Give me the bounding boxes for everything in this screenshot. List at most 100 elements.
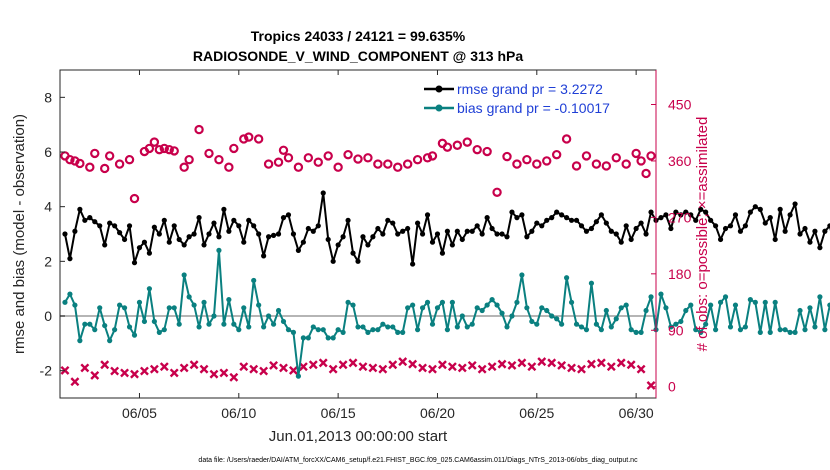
- bias-point: [156, 329, 162, 335]
- bias-point: [578, 324, 585, 330]
- rmse-point: [201, 242, 207, 248]
- bias-point: [688, 302, 694, 308]
- rmse-point: [385, 217, 391, 223]
- rmse-point: [638, 220, 644, 226]
- bias-point: [424, 299, 431, 305]
- bias-point: [658, 291, 664, 297]
- rmse-point: [82, 217, 88, 223]
- bias-point: [355, 324, 361, 330]
- bias-point: [464, 324, 470, 330]
- bias-point: [588, 280, 595, 286]
- rmse-point: [266, 234, 272, 240]
- bias-point: [638, 329, 644, 335]
- rmse-point: [534, 220, 540, 226]
- assimilated-obs-point: [437, 360, 447, 370]
- bias-point: [737, 327, 744, 333]
- possible-obs-point: [303, 153, 314, 163]
- assimilated-obs-point: [368, 363, 378, 373]
- possible-obs-point: [229, 143, 239, 154]
- assimilated-obs-point: [467, 360, 477, 370]
- rmse-point: [275, 231, 282, 237]
- bias-point: [415, 327, 421, 333]
- left-y-tick-label: 6: [44, 144, 52, 160]
- possible-obs-point: [149, 137, 160, 147]
- possible-obs-point: [129, 193, 140, 204]
- rmse-point: [77, 206, 83, 212]
- rmse-point: [325, 236, 331, 243]
- possible-obs-point: [224, 162, 234, 172]
- rmse-point: [395, 231, 401, 237]
- possible-obs-point: [383, 159, 393, 169]
- bias-point: [797, 307, 803, 314]
- bias-point: [524, 305, 530, 311]
- bias-point: [280, 318, 287, 325]
- possible-obs-point: [581, 151, 592, 161]
- rmse-point: [216, 234, 222, 240]
- rmse-point: [752, 204, 758, 210]
- rmse-point: [211, 220, 217, 226]
- possible-obs-point: [104, 151, 115, 161]
- rmse-point: [375, 225, 381, 232]
- possible-obs-point: [214, 154, 224, 165]
- legend-rmse-label: rmse grand pr = 3.2272: [457, 81, 603, 97]
- rmse-point: [459, 236, 465, 243]
- bias-point: [295, 373, 301, 379]
- rmse-point: [688, 212, 694, 218]
- rmse-point: [320, 190, 326, 196]
- rmse-point: [335, 242, 341, 248]
- rmse-point: [827, 223, 830, 229]
- rmse-point: [469, 228, 475, 234]
- rmse-point: [196, 215, 202, 221]
- rmse-point: [151, 224, 157, 230]
- bias-point: [489, 297, 495, 303]
- rmse-point: [514, 215, 520, 221]
- bias-point: [717, 299, 724, 305]
- bias-point: [772, 299, 778, 305]
- rmse-point: [365, 242, 371, 248]
- possible-obs-point: [263, 159, 274, 169]
- rmse-point: [290, 231, 297, 237]
- rmse-point: [568, 217, 575, 223]
- assimilated-obs-point: [537, 357, 547, 367]
- assimilated-markers: [60, 357, 656, 390]
- assimilated-obs-point: [338, 360, 348, 370]
- possible-obs-point: [159, 143, 169, 154]
- bias-point: [365, 329, 371, 335]
- bias-point: [782, 327, 788, 333]
- assimilated-obs-point: [169, 368, 179, 378]
- bias-point: [469, 321, 475, 327]
- assimilated-obs-point: [606, 362, 616, 372]
- bias-point: [807, 305, 813, 311]
- assimilated-obs-point: [318, 358, 328, 368]
- possible-obs-point: [373, 159, 383, 169]
- bias-point: [380, 321, 386, 327]
- rmse-point: [598, 212, 604, 218]
- x-axis-label: Jun.01,2013 00:00:00 start: [269, 428, 448, 445]
- rmse-point: [340, 234, 346, 240]
- possible-obs-point: [631, 148, 641, 159]
- possible-obs-point: [551, 149, 562, 160]
- rmse-point: [668, 225, 674, 232]
- rmse-point: [146, 250, 152, 256]
- bias-point: [499, 310, 505, 316]
- bias-point: [345, 299, 351, 305]
- assimilated-obs-point: [428, 364, 437, 374]
- rmse-point: [112, 223, 118, 229]
- rmse-point: [479, 231, 485, 237]
- bias-point: [97, 305, 103, 311]
- possible-obs-point: [542, 156, 552, 166]
- plot-background: [60, 70, 656, 398]
- legend-box: [420, 77, 646, 117]
- rmse-point: [405, 225, 411, 232]
- bias-point: [191, 302, 197, 308]
- rmse-point: [315, 223, 321, 229]
- bias-point: [479, 307, 485, 314]
- bias-point: [693, 327, 699, 333]
- rmse-point: [519, 212, 525, 218]
- bias-point: [504, 324, 510, 330]
- bias-point: [529, 318, 535, 325]
- bias-point: [449, 299, 455, 305]
- assimilated-obs-point: [557, 360, 567, 370]
- rmse-point: [683, 209, 689, 215]
- possible-obs-point: [293, 162, 304, 172]
